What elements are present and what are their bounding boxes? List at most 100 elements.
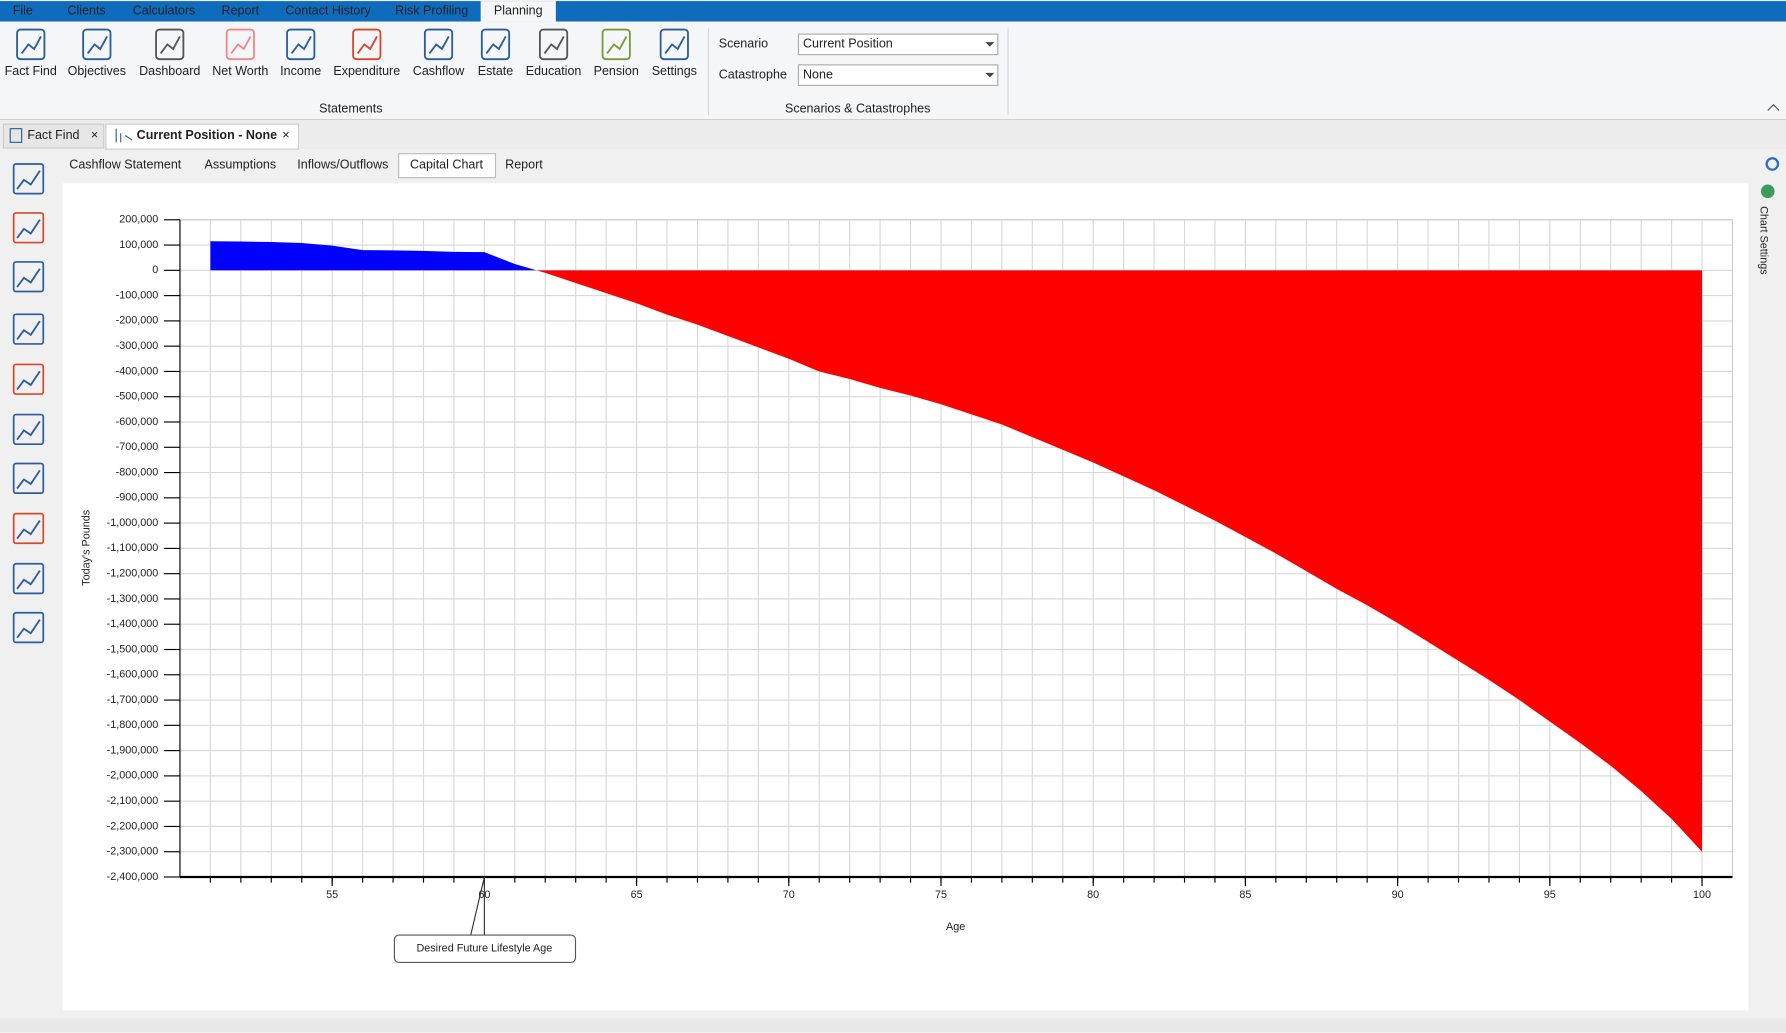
side-icon[interactable] [12, 611, 45, 644]
ribbon-icon[interactable] [16, 28, 46, 61]
catastrophe-combo[interactable] [797, 64, 999, 86]
sub-tab[interactable]: Cashflow Statement [69, 157, 182, 171]
y-tick-label: 200,000 [119, 214, 158, 226]
side-icon-glyph [16, 268, 41, 288]
doc-tab-label[interactable]: Current Position - None [137, 128, 277, 142]
side-icon-glyph [16, 570, 41, 590]
combo-value: Current Position [803, 37, 893, 51]
y-tick-label: -400,000 [116, 365, 159, 377]
ribbon-icon[interactable] [659, 28, 689, 61]
ribbon-button-label[interactable]: Settings [652, 64, 697, 78]
side-icon[interactable] [12, 562, 45, 595]
ribbon-icon-glyph [543, 35, 565, 55]
ribbon-icon[interactable] [480, 28, 511, 61]
side-icon-glyph [16, 619, 41, 639]
y-tick-label: -700,000 [116, 441, 159, 453]
side-icon-glyph [16, 170, 41, 190]
ribbon-icon-glyph [159, 35, 181, 55]
y-tick-label: -1,200,000 [107, 568, 159, 580]
side-icon[interactable] [12, 462, 45, 495]
area-negative [210, 270, 1703, 852]
ribbon-icon[interactable] [225, 28, 255, 61]
ribbon-button-label[interactable]: Net Worth [212, 64, 268, 78]
ribbon-icon-glyph [290, 35, 312, 55]
settings-icon[interactable] [1765, 157, 1780, 171]
sub-tab[interactable]: Inflows/Outflows [297, 157, 388, 171]
x-tick-label: 65 [631, 889, 643, 901]
ribbon-icon-glyph [356, 35, 378, 55]
y-tick-label: -1,000,000 [107, 517, 159, 529]
side-icon[interactable] [12, 512, 45, 545]
doc-tab-active[interactable] [105, 123, 299, 150]
dropdown-arrow[interactable] [985, 42, 995, 47]
scenario-combo[interactable] [797, 33, 999, 56]
side-icon-glyph [16, 420, 41, 441]
annotation-leader [470, 876, 485, 936]
side-icon[interactable] [12, 363, 45, 395]
ribbon-icon[interactable] [82, 28, 112, 61]
tab-close[interactable]: × [282, 128, 289, 142]
ribbon-icon[interactable] [155, 28, 185, 61]
side-icon[interactable] [12, 212, 45, 244]
ribbon-icon[interactable] [286, 28, 316, 61]
doc-tab[interactable] [2, 123, 105, 149]
ribbon-icon[interactable] [352, 28, 382, 61]
y-tick-label: -600,000 [116, 416, 159, 428]
ribbon-icon-glyph [230, 35, 252, 55]
side-panel-icon[interactable] [1760, 184, 1775, 199]
ribbon-button-label[interactable]: Pension [594, 64, 639, 78]
sub-tab[interactable]: Assumptions [205, 157, 277, 171]
side-icon[interactable] [12, 261, 45, 293]
ribbon-icon[interactable] [423, 28, 454, 61]
ribbon-button-label[interactable]: Objectives [68, 64, 126, 78]
y-tick-label: -1,700,000 [107, 694, 159, 706]
y-tick-label: 0 [152, 264, 158, 276]
sub-tab[interactable]: Report [505, 157, 543, 171]
y-tick-label: -1,500,000 [107, 643, 159, 655]
doc-tab-label[interactable]: Fact Find [27, 128, 79, 142]
y-tick-label: -500,000 [116, 391, 159, 403]
sub-tab-selected [398, 153, 497, 179]
menu-item[interactable]: File [13, 4, 33, 18]
ribbon-button-label[interactable]: Fact Find [5, 64, 57, 78]
y-tick-label: -1,600,000 [107, 669, 159, 681]
side-icon-glyph [16, 519, 41, 540]
ribbon-button-label[interactable]: Expenditure [333, 64, 400, 78]
y-tick-label: -2,000,000 [107, 770, 159, 782]
menu-item[interactable]: Report [222, 4, 260, 18]
x-tick-label: 90 [1392, 889, 1404, 901]
ribbon-button-label[interactable]: Estate [478, 64, 514, 78]
ribbon-button-label[interactable]: Income [280, 64, 321, 78]
tab-close[interactable]: × [91, 128, 98, 142]
ribbon-button-label[interactable]: Education [526, 64, 582, 78]
side-panel-label[interactable]: Chart Settings [1757, 206, 1769, 275]
menu-item[interactable]: Planning [494, 4, 543, 18]
ribbon-icon[interactable] [601, 28, 631, 61]
collapse-ribbon[interactable] [1767, 103, 1780, 111]
status-bar [0, 1018, 1786, 1032]
menu-item[interactable]: Clients [67, 4, 105, 18]
side-icon[interactable] [12, 163, 45, 195]
menu-item[interactable]: Contact History [285, 4, 371, 18]
menu-item[interactable]: Risk Profiling [395, 4, 468, 18]
y-tick-label: -800,000 [116, 466, 159, 478]
ribbon-icon-glyph [20, 35, 42, 55]
group-label: Statements [319, 102, 382, 116]
side-icon-glyph [16, 320, 41, 340]
menu-item[interactable]: Calculators [133, 4, 196, 18]
ribbon-icon[interactable] [538, 28, 569, 61]
dropdown-arrow[interactable] [985, 72, 995, 78]
side-icon[interactable] [12, 313, 45, 345]
sub-tab[interactable]: Capital Chart [410, 157, 484, 171]
ribbon-icon-glyph [428, 35, 450, 55]
field-label: Catastrophe [719, 67, 787, 81]
ribbon-icon-glyph [86, 35, 108, 55]
side-icon[interactable] [12, 413, 45, 446]
y-tick-label: -1,900,000 [107, 744, 159, 756]
y-tick-label: -2,300,000 [107, 846, 159, 858]
ribbon-button-label[interactable]: Cashflow [413, 64, 465, 78]
y-axis-title: Today's Pounds [80, 509, 92, 586]
ribbon-button-label[interactable]: Dashboard [139, 64, 200, 78]
annotation-box [393, 934, 577, 963]
menu-bar [0, 1, 1786, 22]
